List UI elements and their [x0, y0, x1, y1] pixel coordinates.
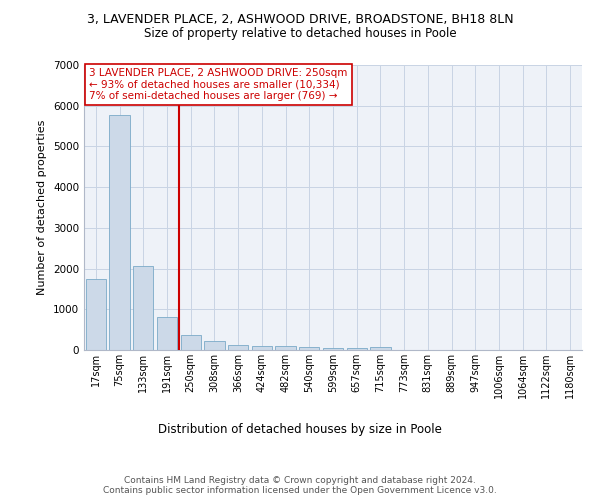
Bar	[370, 347, 391, 350]
Text: Contains HM Land Registry data © Crown copyright and database right 2024.
Contai: Contains HM Land Registry data © Crown c…	[103, 476, 497, 495]
Text: Size of property relative to detached houses in Poole: Size of property relative to detached ho…	[143, 28, 457, 40]
Bar	[347, 348, 367, 350]
Y-axis label: Number of detached properties: Number of detached properties	[37, 120, 47, 295]
Bar	[275, 346, 296, 350]
Bar	[228, 344, 248, 350]
Bar	[252, 346, 272, 350]
Text: 3 LAVENDER PLACE, 2 ASHWOOD DRIVE: 250sqm
← 93% of detached houses are smaller (: 3 LAVENDER PLACE, 2 ASHWOOD DRIVE: 250sq…	[89, 68, 347, 101]
Bar	[323, 348, 343, 350]
Bar	[181, 336, 201, 350]
Bar	[109, 114, 130, 350]
Bar	[86, 279, 106, 350]
Text: 3, LAVENDER PLACE, 2, ASHWOOD DRIVE, BROADSTONE, BH18 8LN: 3, LAVENDER PLACE, 2, ASHWOOD DRIVE, BRO…	[86, 12, 514, 26]
Bar	[157, 316, 177, 350]
Bar	[205, 342, 224, 350]
Text: Distribution of detached houses by size in Poole: Distribution of detached houses by size …	[158, 422, 442, 436]
Bar	[133, 266, 154, 350]
Bar	[299, 347, 319, 350]
